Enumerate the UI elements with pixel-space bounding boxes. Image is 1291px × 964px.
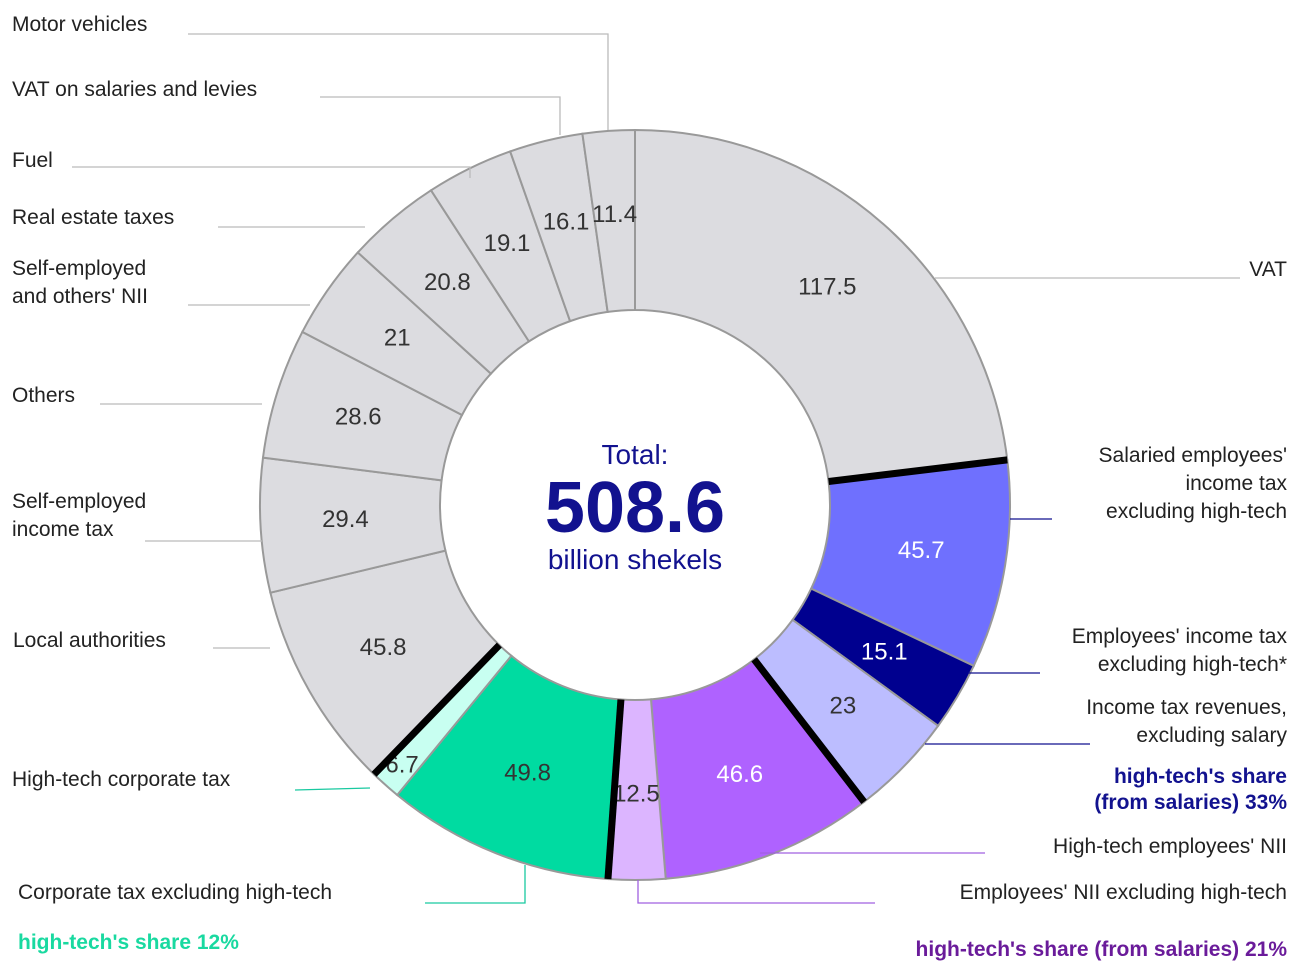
category-label: Local authorities [13, 629, 166, 652]
category-label: High-tech employees' NII [1053, 835, 1287, 858]
annotation: high-tech's share (from salaries) 33% [1094, 765, 1287, 814]
category-label: Self-employed income tax [12, 490, 147, 541]
category-label: Motor vehicles [12, 13, 148, 36]
value-label: 21 [384, 324, 411, 351]
leader-line [72, 166, 471, 178]
value-label: 28.6 [335, 404, 382, 431]
leader-line [188, 33, 609, 130]
group-separator [371, 642, 502, 777]
value-label: 45.8 [360, 634, 407, 661]
category-label: Others [12, 384, 76, 407]
category-label: Salaried employees' income tax excluding… [1098, 444, 1287, 523]
center-unit: billion shekels [547, 544, 723, 575]
center-label: Total: [601, 439, 669, 470]
value-label: 11.4 [592, 201, 637, 228]
leader-line [637, 880, 875, 904]
donut-segment [634, 128, 1009, 483]
category-label: Real estate taxes [12, 206, 175, 229]
value-label: 45.7 [898, 537, 945, 564]
leader-line [320, 96, 561, 135]
value-label: 15.1 [861, 639, 908, 666]
category-label: Employees' NII excluding high-tech [959, 881, 1287, 904]
group-separator [604, 699, 625, 880]
donut-segment [581, 128, 636, 314]
value-label: 23 [830, 693, 857, 720]
category-label: VAT on salaries and levies [12, 78, 258, 101]
category-label: VAT [1249, 258, 1287, 281]
category-label: Corporate tax excluding high-tech [18, 881, 333, 904]
leader-line [425, 865, 526, 904]
group-separator [751, 657, 867, 805]
value-label: 46.6 [716, 761, 763, 788]
category-label: Fuel [12, 149, 53, 172]
category-label: Employees' income tax excluding high-tec… [1071, 625, 1287, 676]
value-label: 12.5 [613, 780, 660, 807]
value-label: 117.5 [798, 273, 856, 300]
value-label: 20.8 [424, 269, 471, 296]
category-label: Income tax revenues, excluding salary [1086, 696, 1287, 747]
center-value: 508.6 [544, 468, 726, 548]
category-label: Self-employed and others' NII [12, 257, 148, 308]
group-separator [828, 456, 1008, 486]
value-label: 29.4 [322, 506, 369, 533]
value-label: 19.1 [484, 230, 531, 257]
value-label: 16.1 [543, 209, 590, 236]
center-text: Total: 508.6 billion shekels [435, 438, 835, 576]
annotation: high-tech's share 12% [18, 931, 239, 954]
annotation: high-tech's share (from salaries) 21% [915, 938, 1287, 961]
category-label: High-tech corporate tax [12, 768, 231, 791]
value-label: 49.8 [504, 760, 551, 787]
leader-line [294, 787, 371, 791]
